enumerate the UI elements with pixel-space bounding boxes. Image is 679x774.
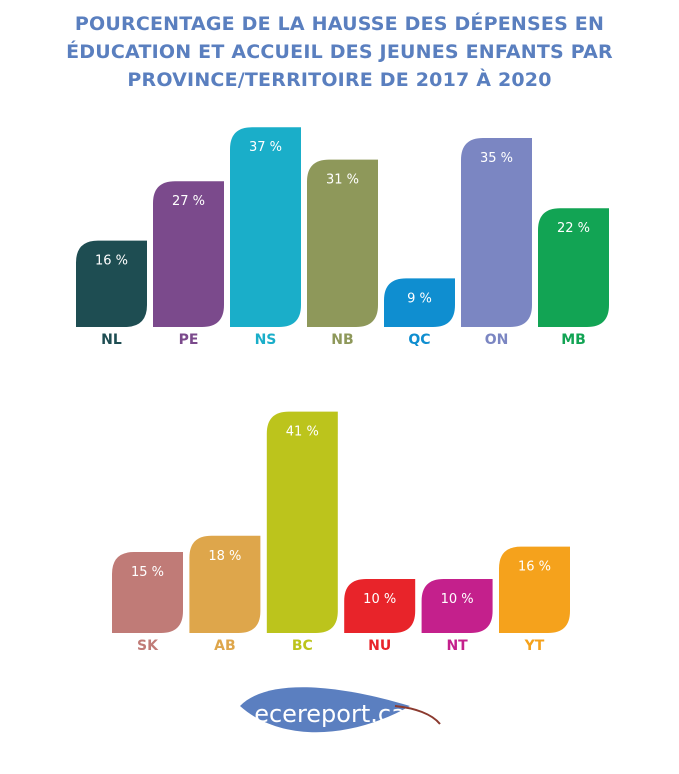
category-label-sk: SK bbox=[137, 638, 159, 654]
category-label-nb: NB bbox=[331, 332, 353, 348]
category-label-nu: NU bbox=[368, 638, 391, 654]
value-label-nu: 10 % bbox=[363, 592, 396, 607]
category-label-nt: NT bbox=[446, 638, 468, 654]
category-label-pe: PE bbox=[179, 332, 199, 348]
logo: ecereport.ca bbox=[240, 687, 441, 733]
bar-nl bbox=[76, 240, 147, 327]
value-label-yt: 16 % bbox=[518, 560, 551, 575]
bar-sk bbox=[112, 552, 183, 633]
bar-nt bbox=[421, 579, 493, 633]
value-label-mb: 22 % bbox=[557, 221, 590, 236]
bar-mb bbox=[538, 208, 609, 327]
category-label-bc: BC bbox=[292, 638, 313, 654]
value-label-ns: 37 % bbox=[249, 140, 282, 155]
category-label-nl: NL bbox=[101, 332, 122, 348]
bar-bc bbox=[266, 411, 338, 633]
category-label-ns: NS bbox=[255, 332, 277, 348]
value-label-nb: 31 % bbox=[326, 173, 359, 188]
bar-on bbox=[461, 138, 532, 327]
category-label-ab: AB bbox=[214, 638, 236, 654]
value-label-on: 35 % bbox=[480, 151, 513, 166]
bar-nu bbox=[344, 579, 416, 633]
category-label-yt: YT bbox=[524, 638, 545, 654]
bar-ab bbox=[189, 535, 261, 633]
logo-text: ecereport.ca bbox=[254, 700, 406, 728]
value-label-sk: 15 % bbox=[131, 565, 164, 580]
bar-nb bbox=[307, 159, 378, 327]
value-label-bc: 41 % bbox=[286, 425, 319, 440]
category-label-qc: QC bbox=[408, 332, 430, 348]
value-label-nt: 10 % bbox=[441, 592, 474, 607]
value-label-pe: 27 % bbox=[172, 194, 205, 209]
chart-2-group: 15 % SK 18 % AB 41 % BC 10 % NU 10 % NT 16 % YT bbox=[112, 411, 570, 654]
category-label-on: ON bbox=[485, 332, 509, 348]
value-label-ab: 18 % bbox=[208, 549, 241, 564]
logo-stem bbox=[394, 705, 441, 725]
bar-ns bbox=[230, 127, 301, 327]
value-label-nl: 16 % bbox=[95, 254, 128, 269]
chart-title: POURCENTAGE DE LA HAUSSE DES DÉPENSES EN… bbox=[66, 13, 613, 91]
value-label-qc: 9 % bbox=[407, 291, 432, 306]
category-label-mb: MB bbox=[561, 332, 586, 348]
bar-pe bbox=[153, 181, 224, 327]
bar-yt bbox=[499, 546, 570, 633]
logo-leaf bbox=[240, 687, 410, 733]
bar-qc bbox=[384, 278, 455, 327]
chart-1-group: 16 % NL 27 % PE 37 % NS 31 % NB 9 % QC 35 % ON 22 % M… bbox=[76, 127, 609, 348]
